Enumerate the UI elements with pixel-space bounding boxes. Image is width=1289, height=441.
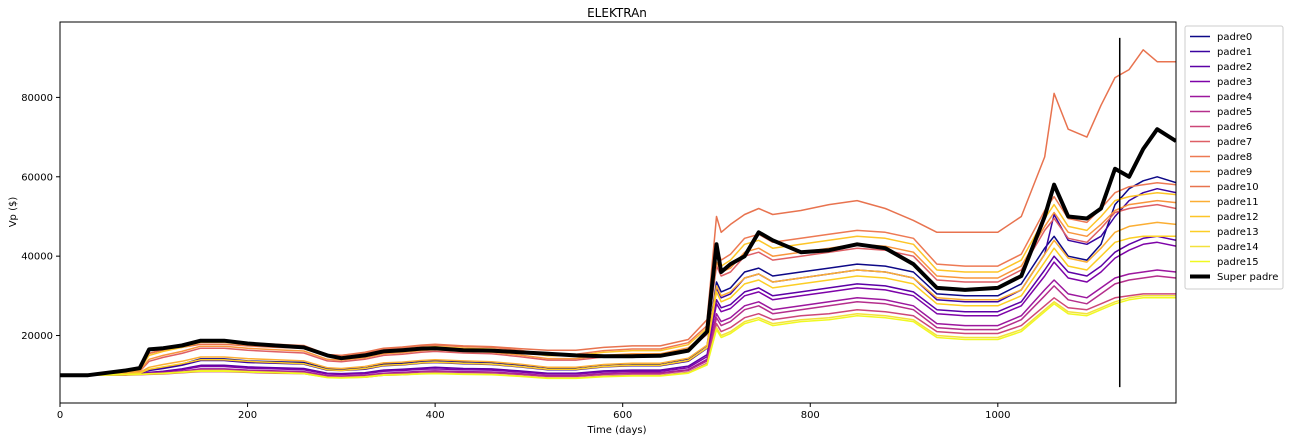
y-tick-label: 40000 [21, 252, 53, 263]
chart-title: ELEKTRAn [587, 6, 647, 20]
y-tick-label: 60000 [21, 172, 53, 183]
series-line-padre5 [60, 275, 1176, 378]
legend-label: padre2 [1217, 62, 1252, 73]
series-layer [60, 49, 1176, 380]
legend: padre0 padre1 padre2 padre3 padre4 padre5 padr… [1184, 25, 1284, 290]
legend-label: padre4 [1217, 92, 1252, 103]
legend-label: padre9 [1217, 167, 1252, 178]
legend-label: padre11 [1217, 197, 1259, 208]
legend-label: padre6 [1217, 122, 1252, 133]
legend-box [1184, 25, 1284, 290]
legend-label: padre14 [1217, 242, 1259, 253]
legend-label: padre7 [1217, 137, 1252, 148]
x-tick-label: 400 [426, 410, 445, 421]
legend-label: padre0 [1217, 32, 1252, 43]
legend-label: padre10 [1217, 182, 1259, 193]
series-line-padre4 [60, 269, 1176, 377]
legend-label: padre13 [1217, 227, 1259, 238]
series-line-padre15 [60, 297, 1176, 380]
x-tick-label: 0 [57, 410, 63, 421]
series-line-super-padre [60, 127, 1176, 378]
plot-frame [59, 21, 1177, 404]
y-tick-label: 20000 [21, 331, 53, 342]
x-tick-label: 1000 [985, 410, 1010, 421]
legend-label: padre15 [1217, 257, 1259, 268]
x-tick-label: 600 [613, 410, 632, 421]
series-line-padre11 [60, 221, 1176, 376]
legend-label: Super padre [1217, 272, 1278, 283]
series-line-padre10 [60, 49, 1176, 376]
legend-label: padre5 [1217, 107, 1252, 118]
y-axis-label: Vp ($) [8, 197, 19, 228]
legend-label: padre3 [1217, 77, 1252, 88]
y-tick-label: 80000 [21, 93, 53, 104]
series-line-padre2 [60, 235, 1176, 376]
legend-label: padre8 [1217, 152, 1252, 163]
series-line-padre13 [60, 235, 1176, 376]
ticks-layer: 0 200 400 600 800 1000 20000 40000 60000 80000 [21, 93, 1010, 421]
x-tick-label: 800 [801, 410, 820, 421]
x-axis-label: Time (days) [586, 425, 646, 436]
series-line-padre3 [60, 241, 1176, 376]
legend-label: padre12 [1217, 212, 1259, 223]
legend-label: padre1 [1217, 47, 1252, 58]
x-tick-label: 200 [238, 410, 257, 421]
